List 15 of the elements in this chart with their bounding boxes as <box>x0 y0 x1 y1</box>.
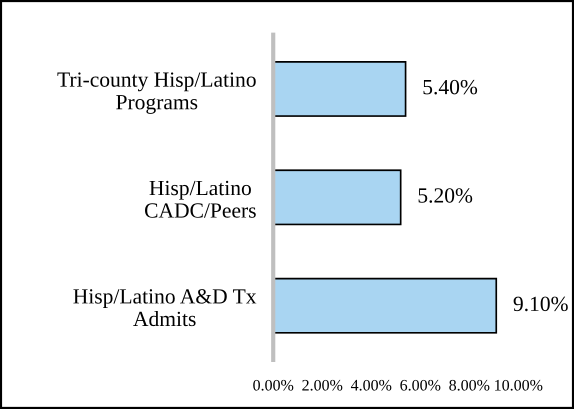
bar <box>273 169 402 226</box>
data-label: 5.40% <box>423 80 478 94</box>
bar <box>273 278 498 334</box>
x-tick-label: 2.00% <box>302 380 342 391</box>
y-tick-label: Tri-county Hisp/Latino Programs <box>57 72 256 114</box>
data-label: 5.20% <box>418 188 472 203</box>
y-tick-label: Hisp/Latino CADC/Peers <box>145 180 256 218</box>
data-label: 9.10% <box>514 296 568 312</box>
x-tick-label: 0.00% <box>253 380 294 391</box>
x-tick-label: 6.00% <box>400 380 440 391</box>
bar <box>273 61 406 117</box>
y-tick-label: Hisp/Latino A&D Tx Admits <box>73 289 256 326</box>
x-tick-label: 8.00% <box>449 380 490 391</box>
x-tick-label: 4.00% <box>350 380 392 391</box>
x-tick-label: 10.00% <box>495 380 542 391</box>
